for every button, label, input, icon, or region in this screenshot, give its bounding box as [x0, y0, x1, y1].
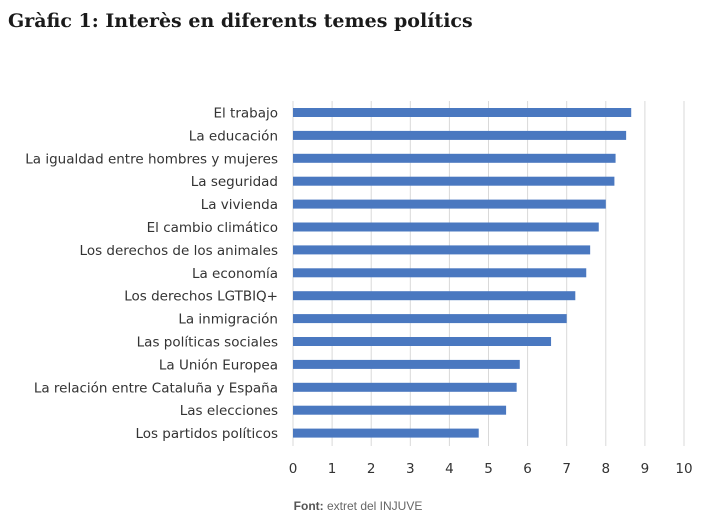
category-label: La igualdad entre hombres y mujeres: [25, 151, 278, 167]
category-label: La inmigración: [178, 312, 278, 328]
bar: [293, 337, 552, 346]
category-label: Las elecciones: [180, 403, 278, 419]
category-label: El cambio climático: [147, 220, 278, 236]
category-labels: El trabajo La educación La igualdad entre …: [25, 106, 278, 443]
source-text: extret del INJUVE: [323, 499, 423, 513]
bar: [293, 108, 632, 117]
category-label: El trabajo: [213, 106, 278, 122]
x-tick-label: 9: [641, 461, 650, 477]
x-tick-label: 8: [602, 461, 611, 477]
bar: [293, 314, 567, 324]
bar: [293, 291, 576, 301]
bar: [293, 222, 599, 232]
bar: [293, 130, 627, 140]
category-label: La economía: [192, 266, 278, 282]
category-label: Los partidos políticos: [135, 426, 278, 442]
bar: [293, 199, 606, 209]
bar: [293, 405, 507, 415]
bar: [293, 153, 616, 163]
bar: [293, 359, 520, 369]
bar: [293, 268, 587, 278]
category-label: La Unión Europea: [159, 357, 278, 373]
category-label: La vivienda: [201, 197, 278, 213]
category-label: Las políticas sociales: [137, 335, 278, 351]
x-tick-label: 7: [562, 461, 571, 477]
bar: [293, 382, 517, 392]
source-prefix: Font:: [293, 499, 324, 513]
x-tick-labels: 0 1 2 3 4 5 6 7 8 9 10: [289, 461, 693, 477]
category-label: La seguridad: [191, 174, 278, 190]
category-label: Los derechos de los animales: [80, 243, 278, 259]
bar: [293, 176, 615, 186]
source-note: Font: extret del INJUVE: [0, 499, 716, 513]
x-tick-label: 2: [367, 461, 376, 477]
category-label: La educación: [189, 128, 278, 144]
x-tick-label: 4: [445, 461, 454, 477]
bar-chart: El trabajo La educación La igualdad entre …: [25, 101, 693, 477]
bars: [293, 108, 632, 438]
bar: [293, 428, 479, 438]
x-tick-label: 5: [484, 461, 493, 477]
category-label: La relación entre Cataluña y España: [34, 380, 278, 396]
x-tick-label: 6: [523, 461, 532, 477]
x-tick-label: 10: [675, 461, 692, 477]
x-tick-label: 1: [328, 461, 337, 477]
bar: [293, 245, 591, 255]
x-tick-label: 3: [406, 461, 415, 477]
chart-title: Gràfic 1: Interès en diferents temes pol…: [8, 10, 473, 32]
x-tick-label: 0: [289, 461, 298, 477]
category-label: Los derechos LGTBIQ+: [124, 289, 278, 305]
